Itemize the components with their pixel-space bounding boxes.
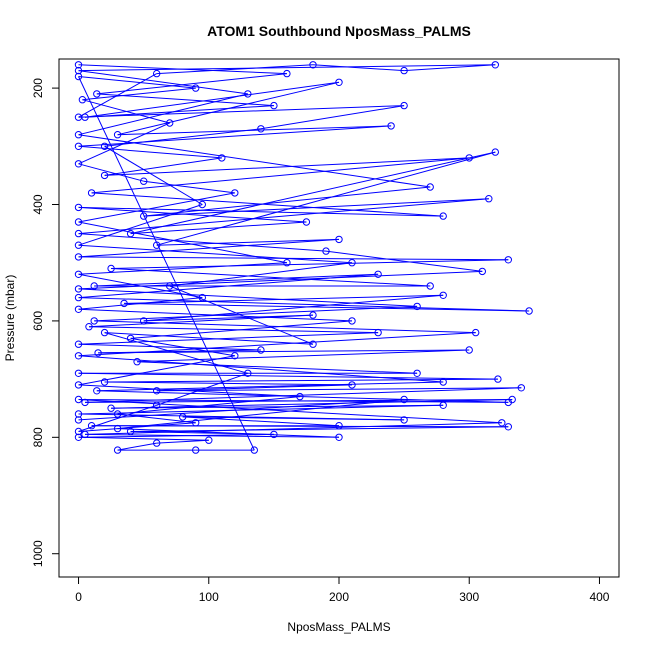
series-0-segment-32	[89, 327, 378, 333]
x-tick-label-3: 300	[459, 590, 479, 604]
y-tick-label-0: 200	[31, 78, 45, 98]
series-0-segment-100	[79, 71, 248, 94]
data-layer	[75, 62, 532, 454]
series-0-segment-92	[105, 129, 261, 147]
y-tick-label-2: 600	[31, 311, 45, 331]
x-axis-label: NposMass_PALMS	[287, 620, 390, 634]
series-0-segment-83	[79, 405, 157, 431]
series-0-segment-97	[313, 65, 404, 71]
x-tick-label-4: 400	[589, 590, 609, 604]
x-tick-label-1: 100	[199, 590, 219, 604]
y-tick-label-3: 800	[31, 427, 45, 447]
series-0-segment-24	[94, 274, 378, 286]
series-0-segment-40	[79, 373, 498, 379]
series-0-segment-68	[79, 164, 144, 181]
series-0-segment-113	[79, 356, 444, 382]
series-0-segment-31	[89, 315, 313, 327]
x-tick-label-2: 200	[329, 590, 349, 604]
series-0-segment-6	[118, 126, 392, 135]
series-0-segment-82	[79, 423, 196, 432]
series-0-segment-110	[94, 306, 417, 321]
chart-title: ATOM1 Southbound NposMass_PALMS	[207, 23, 471, 39]
x-tick-label-0: 0	[75, 590, 82, 604]
series-0-segment-118	[85, 423, 502, 435]
series-0-segment-66	[82, 100, 169, 123]
y-axis: 200 400 600 800 1000	[31, 78, 59, 567]
y-axis-label: Pressure (mbar)	[3, 275, 17, 362]
series-0-segment-11	[92, 158, 470, 193]
series-0-segment-17	[157, 152, 496, 245]
series-0-segment-102	[79, 135, 431, 187]
series-group	[75, 62, 532, 454]
series-0-segment-58	[79, 437, 209, 440]
series-0-segment-8	[79, 146, 222, 158]
series-0-segment-93	[261, 106, 404, 129]
y-tick-label-1: 400	[31, 194, 45, 214]
series-0-segment-59	[157, 440, 209, 443]
y-tick-label-4: 1000	[31, 540, 45, 567]
series-0-segment-16	[131, 152, 496, 234]
x-axis: 0 100 200 300 400	[75, 577, 610, 604]
series-0-segment-42	[105, 382, 352, 385]
series-0-segment-60	[118, 443, 157, 450]
series-0-segment-10	[105, 158, 470, 176]
